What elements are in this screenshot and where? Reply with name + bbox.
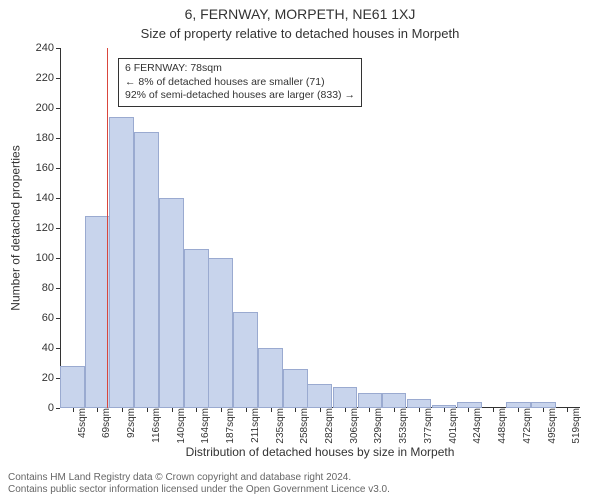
x-tick-label: 472sqm <box>518 408 533 444</box>
x-tick-mark <box>196 408 197 412</box>
x-tick-label: 329sqm <box>369 408 384 444</box>
footer-attribution: Contains HM Land Registry data © Crown c… <box>8 472 390 496</box>
y-tick-mark <box>56 48 60 49</box>
annotation-box: 6 FERNWAY: 78sqm← 8% of detached houses … <box>118 58 362 107</box>
y-axis-label: Number of detached properties <box>6 48 26 408</box>
x-tick-mark <box>97 408 98 412</box>
y-tick-mark <box>56 78 60 79</box>
footer-line-2: Contains public sector information licen… <box>8 484 390 496</box>
y-tick-mark <box>56 108 60 109</box>
annotation-line: ← 8% of detached houses are smaller (71) <box>125 76 355 90</box>
x-tick-mark <box>345 408 346 412</box>
annotation-line: 6 FERNWAY: 78sqm <box>125 62 355 76</box>
histogram-bar <box>407 399 432 408</box>
x-tick-label: 424sqm <box>468 408 483 444</box>
x-tick-mark <box>147 408 148 412</box>
y-tick-mark <box>56 348 60 349</box>
x-tick-mark <box>419 408 420 412</box>
x-tick-label: 306sqm <box>345 408 360 444</box>
y-tick-mark <box>56 198 60 199</box>
x-tick-label: 258sqm <box>295 408 310 444</box>
x-tick-label: 448sqm <box>493 408 508 444</box>
x-tick-mark <box>122 408 123 412</box>
x-axis-label: Distribution of detached houses by size … <box>60 445 580 459</box>
x-tick-mark <box>246 408 247 412</box>
histogram-bar <box>258 348 283 408</box>
x-tick-mark <box>493 408 494 412</box>
histogram-bar <box>109 117 134 408</box>
x-tick-label: 69sqm <box>97 408 112 438</box>
footer-line-1: Contains HM Land Registry data © Crown c… <box>8 472 390 484</box>
histogram-bar <box>134 132 159 408</box>
x-tick-mark <box>221 408 222 412</box>
x-tick-label: 282sqm <box>320 408 335 444</box>
y-tick-mark <box>56 228 60 229</box>
x-tick-mark <box>468 408 469 412</box>
histogram-bar <box>307 384 332 408</box>
histogram-bar <box>382 393 407 408</box>
histogram-bar <box>457 402 482 408</box>
x-tick-mark <box>444 408 445 412</box>
x-tick-label: 140sqm <box>172 408 187 444</box>
x-tick-mark <box>320 408 321 412</box>
y-tick-mark <box>56 258 60 259</box>
histogram-bar <box>184 249 209 408</box>
histogram-bar <box>60 366 85 408</box>
x-tick-label: 401sqm <box>444 408 459 444</box>
x-tick-mark <box>172 408 173 412</box>
x-tick-label: 211sqm <box>246 408 261 443</box>
y-tick-mark <box>56 408 60 409</box>
y-tick-mark <box>56 288 60 289</box>
plot-area: 02040608010012014016018020022024045sqm69… <box>60 48 580 408</box>
x-tick-label: 116sqm <box>147 408 162 443</box>
x-tick-label: 495sqm <box>543 408 558 444</box>
histogram-bar <box>233 312 258 408</box>
x-tick-label: 235sqm <box>271 408 286 444</box>
x-tick-mark <box>518 408 519 412</box>
x-tick-label: 353sqm <box>394 408 409 444</box>
x-tick-label: 519sqm <box>567 408 582 444</box>
reference-line <box>107 48 108 408</box>
x-tick-label: 92sqm <box>122 408 137 438</box>
x-tick-mark <box>543 408 544 412</box>
x-tick-label: 45sqm <box>73 408 88 438</box>
chart-container: 6, FERNWAY, MORPETH, NE61 1XJ Size of pr… <box>0 0 600 500</box>
x-tick-mark <box>295 408 296 412</box>
chart-main-title: 6, FERNWAY, MORPETH, NE61 1XJ <box>0 6 600 22</box>
histogram-bar <box>432 405 457 408</box>
histogram-bar <box>358 393 383 408</box>
histogram-bar <box>333 387 358 408</box>
x-tick-mark <box>567 408 568 412</box>
y-tick-mark <box>56 138 60 139</box>
x-tick-mark <box>369 408 370 412</box>
histogram-bar <box>283 369 308 408</box>
histogram-bar <box>531 402 556 408</box>
x-tick-mark <box>394 408 395 412</box>
x-tick-mark <box>271 408 272 412</box>
x-tick-label: 164sqm <box>196 408 211 444</box>
histogram-bar <box>208 258 233 408</box>
x-tick-label: 377sqm <box>419 408 434 444</box>
y-tick-mark <box>56 168 60 169</box>
chart-sub-title: Size of property relative to detached ho… <box>0 26 600 41</box>
y-tick-mark <box>56 318 60 319</box>
annotation-line: 92% of semi-detached houses are larger (… <box>125 89 355 103</box>
x-tick-label: 187sqm <box>221 408 236 444</box>
histogram-bar <box>506 402 531 408</box>
y-axis-line <box>60 48 61 408</box>
x-tick-mark <box>73 408 74 412</box>
histogram-bar <box>159 198 184 408</box>
